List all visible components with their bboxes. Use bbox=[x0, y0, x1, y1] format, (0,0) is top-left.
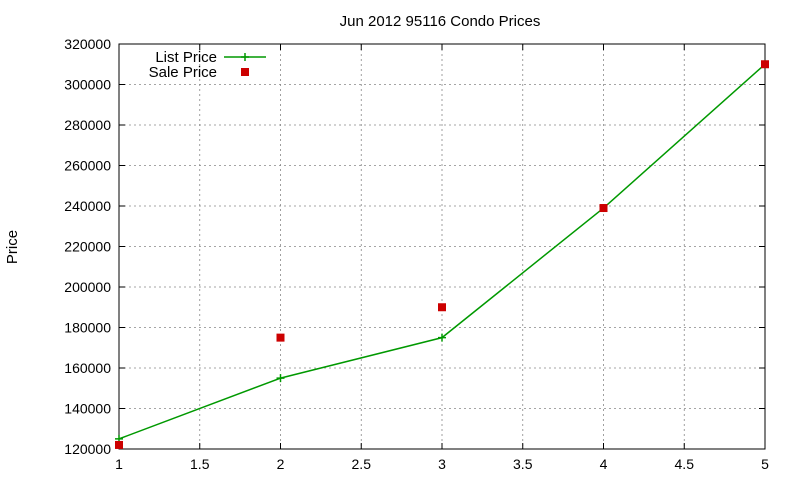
legend-item-sale-price: Sale Price bbox=[149, 64, 249, 81]
y-tick-label: 220000 bbox=[64, 239, 111, 255]
y-tick-label: 320000 bbox=[64, 36, 111, 52]
chart-title: Jun 2012 95116 Condo Prices bbox=[340, 13, 541, 30]
sale-price-point bbox=[115, 440, 123, 449]
x-tick-label: 5 bbox=[761, 456, 769, 472]
grid bbox=[119, 44, 765, 449]
sale-price-point bbox=[761, 60, 769, 69]
x-tick-label: 1 bbox=[115, 456, 123, 472]
sale-price-point bbox=[599, 204, 608, 213]
y-tick-label: 280000 bbox=[64, 117, 111, 133]
x-tick-label: 3.5 bbox=[513, 456, 533, 472]
sale-price-point bbox=[438, 303, 446, 312]
y-tick-label: 240000 bbox=[64, 198, 111, 214]
sale-price-point bbox=[276, 333, 285, 342]
series-sale-price bbox=[115, 60, 769, 449]
legend-label: List Price bbox=[155, 49, 217, 66]
legend-marker-sample bbox=[241, 53, 249, 61]
list-price-point bbox=[276, 374, 285, 383]
list-price-point bbox=[438, 333, 446, 342]
y-tick-label: 260000 bbox=[64, 158, 111, 174]
x-tick-label: 4 bbox=[600, 456, 608, 472]
legend-label: Sale Price bbox=[149, 64, 217, 81]
series bbox=[115, 60, 769, 449]
axis-ticks: 1 1.5 2 2.5 3 3.5 4 4.5 5 120000 140000 160000 18000… bbox=[64, 36, 769, 472]
y-axis-label: Price bbox=[4, 230, 21, 264]
y-tick-label: 300000 bbox=[64, 77, 111, 93]
y-tick-label: 200000 bbox=[64, 279, 111, 295]
y-tick-label: 120000 bbox=[64, 441, 111, 457]
y-tick-label: 180000 bbox=[64, 320, 111, 336]
legend-marker-sample bbox=[241, 68, 249, 76]
legend-item-list-price: List Price bbox=[155, 49, 266, 66]
y-tick-label: 160000 bbox=[64, 360, 111, 376]
x-tick-label: 1.5 bbox=[190, 456, 210, 472]
y-tick-label: 140000 bbox=[64, 401, 111, 417]
x-tick-label: 2.5 bbox=[352, 456, 372, 472]
x-tick-label: 2 bbox=[277, 456, 285, 472]
x-tick-label: 3 bbox=[438, 456, 446, 472]
x-tick-label: 4.5 bbox=[675, 456, 695, 472]
